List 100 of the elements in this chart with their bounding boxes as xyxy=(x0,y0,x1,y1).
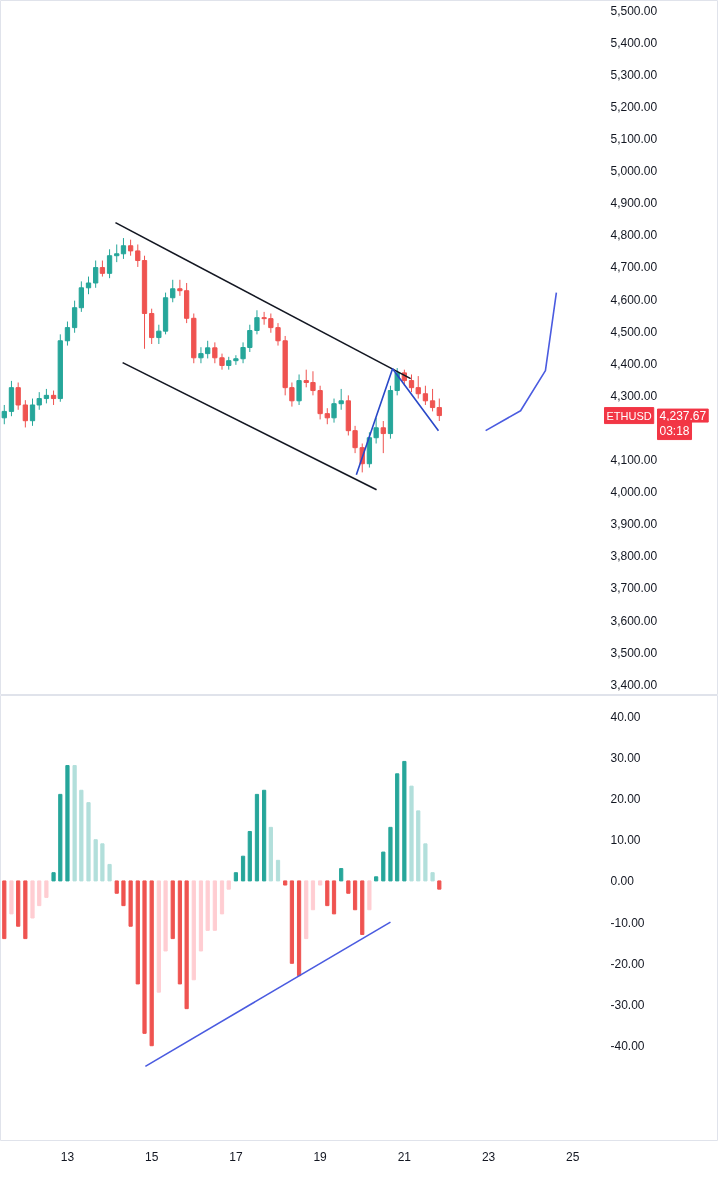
y-tick-label: 0.00 xyxy=(610,874,635,889)
bar xyxy=(325,880,330,907)
y-tick-label: 3,500.00 xyxy=(610,645,658,660)
bar xyxy=(360,880,365,935)
bar xyxy=(268,826,273,882)
bar xyxy=(156,880,161,993)
candlestick xyxy=(429,388,436,412)
y-tick-label: 4,500.00 xyxy=(610,324,658,339)
y-tick-label: 10.00 xyxy=(610,833,641,848)
x-tick-label: 17 xyxy=(229,1149,243,1164)
bar xyxy=(339,868,344,882)
x-tick-label: 23 xyxy=(481,1149,496,1164)
bar xyxy=(107,863,112,882)
bar xyxy=(367,880,372,911)
annotation: 03:18 xyxy=(659,423,690,438)
bar xyxy=(121,880,126,907)
bar xyxy=(304,880,309,940)
y-tick-label: 30.00 xyxy=(610,750,641,765)
bar xyxy=(128,880,133,927)
bar xyxy=(233,872,239,882)
y-tick-label: -20.00 xyxy=(610,956,645,971)
bar xyxy=(275,859,281,882)
candlestick xyxy=(15,382,21,411)
bar xyxy=(352,880,358,911)
bar xyxy=(395,773,400,882)
candlestick xyxy=(93,260,99,289)
bar xyxy=(205,880,210,931)
x-tick-label: 21 xyxy=(397,1149,412,1164)
y-tick-label: 5,000.00 xyxy=(610,164,658,179)
bar xyxy=(212,880,217,931)
bar xyxy=(409,785,414,882)
bar xyxy=(226,880,231,890)
bar xyxy=(430,872,435,882)
bar xyxy=(318,880,323,886)
bar xyxy=(86,802,91,882)
bar xyxy=(51,872,56,882)
bar xyxy=(296,880,302,977)
y-tick-label: 20.00 xyxy=(610,792,641,807)
bar xyxy=(254,793,260,882)
y-tick-label: -10.00 xyxy=(610,915,645,930)
candlestick xyxy=(233,354,239,366)
candlestick xyxy=(78,280,84,313)
y-tick-label: 5,500.00 xyxy=(610,3,658,18)
bar xyxy=(191,880,196,981)
bar xyxy=(416,810,421,882)
bar xyxy=(114,880,119,894)
bar xyxy=(23,880,28,940)
y-tick-label: 3,400.00 xyxy=(610,677,658,692)
bar xyxy=(240,855,246,882)
y-tick-label: -40.00 xyxy=(610,1039,645,1054)
bar xyxy=(58,793,63,882)
candlestick xyxy=(120,237,127,260)
bar xyxy=(219,880,225,915)
y-tick-label: 5,200.00 xyxy=(610,99,658,114)
y-tick-label: 4,700.00 xyxy=(610,260,658,275)
candlestick xyxy=(296,373,302,406)
bar xyxy=(374,876,379,882)
y-tick-label: 3,700.00 xyxy=(610,581,658,596)
candlestick xyxy=(170,279,176,303)
y-tick-label: 3,600.00 xyxy=(610,613,658,628)
y-tick-label: 3,800.00 xyxy=(610,549,658,564)
annotation: 4,237.67 xyxy=(659,409,707,424)
candlestick xyxy=(106,248,113,279)
bar xyxy=(65,765,70,882)
bar xyxy=(2,880,7,940)
bar xyxy=(262,789,267,882)
bar xyxy=(177,880,183,985)
bar xyxy=(149,880,154,1047)
bar xyxy=(9,880,14,915)
y-tick-label: 5,300.00 xyxy=(610,67,658,82)
y-tick-label: -30.00 xyxy=(610,998,645,1013)
candlestick xyxy=(1,404,7,425)
x-tick-label: 25 xyxy=(566,1149,580,1164)
candlestick xyxy=(422,385,429,406)
annotation: ETHUSD xyxy=(606,409,652,422)
candlestick xyxy=(8,380,15,417)
x-tick-label: 19 xyxy=(313,1149,328,1164)
bar xyxy=(100,843,105,882)
bar xyxy=(135,880,140,985)
y-tick-label: 5,400.00 xyxy=(610,35,658,50)
bar xyxy=(170,880,175,940)
bar xyxy=(247,830,252,882)
candlestick xyxy=(64,321,71,347)
bar xyxy=(388,826,393,882)
line-series xyxy=(484,291,558,432)
candlestick xyxy=(380,420,386,454)
y-tick-label: 4,400.00 xyxy=(610,356,658,371)
y-tick-label: 4,900.00 xyxy=(610,196,658,211)
y-tick-label: 4,800.00 xyxy=(610,228,658,243)
y-tick-label: 4,300.00 xyxy=(610,388,658,403)
bar xyxy=(72,765,77,882)
bar xyxy=(423,843,428,882)
bar xyxy=(16,880,21,927)
bar xyxy=(163,880,168,952)
x-tick-label: 13 xyxy=(60,1149,75,1164)
bar xyxy=(402,760,407,882)
bar xyxy=(310,880,316,911)
bar xyxy=(184,880,189,1010)
bar xyxy=(331,880,337,915)
bar xyxy=(437,880,442,890)
